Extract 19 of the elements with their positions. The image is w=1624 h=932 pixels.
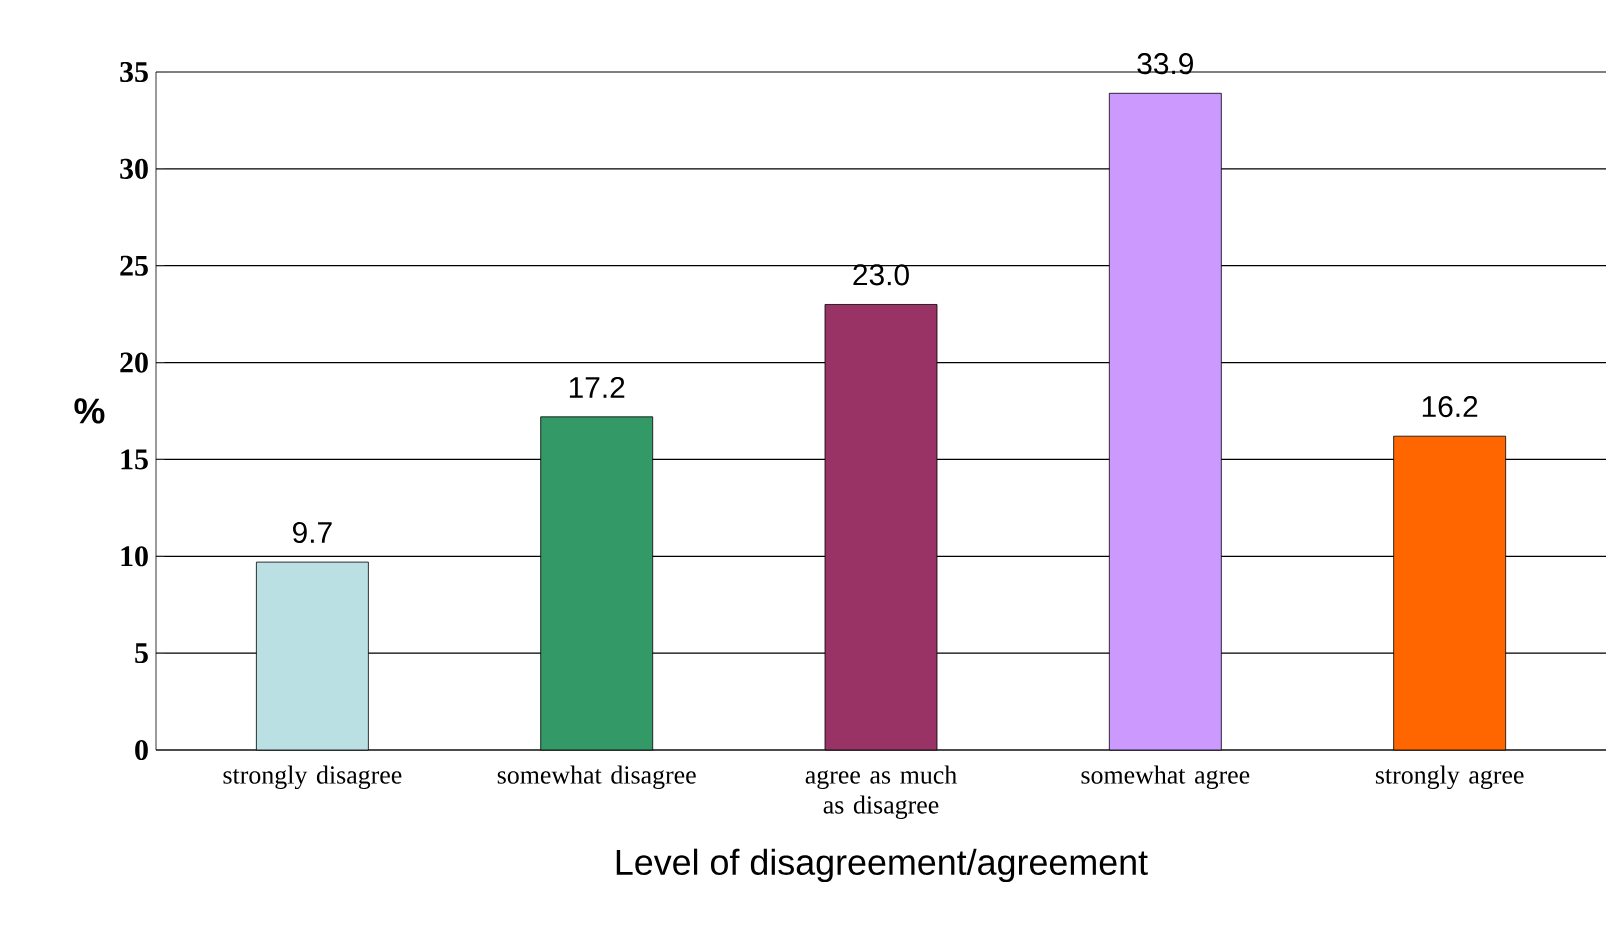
y-tick-label: 0 <box>135 739 148 761</box>
y-tick-label: 35 <box>120 61 148 83</box>
data-label: 33.9 <box>1137 53 1193 75</box>
x-tick-label: agree as much as disagree <box>805 765 957 819</box>
data-label: 9.7 <box>293 521 332 544</box>
x-axis-title: Level of disagreement/agreement <box>616 848 1148 883</box>
x-tick-label: somewhat disagree <box>497 765 696 790</box>
y-tick-label: 30 <box>120 158 148 179</box>
data-label: 16.2 <box>1422 395 1478 418</box>
y-tick-label: 15 <box>121 449 148 470</box>
x-tick-label: strongly disagree <box>223 765 402 790</box>
y-axis-title: % <box>74 398 105 424</box>
y-tick-label: 10 <box>121 546 148 567</box>
y-tick-label: 5 <box>135 643 148 664</box>
y-tick-label: 20 <box>120 352 148 373</box>
x-tick-label: strongly agree <box>1375 765 1524 790</box>
y-tick-label: 25 <box>120 255 148 276</box>
x-tick-label: somewhat agree <box>1081 765 1250 790</box>
data-label: 17.2 <box>569 376 625 398</box>
